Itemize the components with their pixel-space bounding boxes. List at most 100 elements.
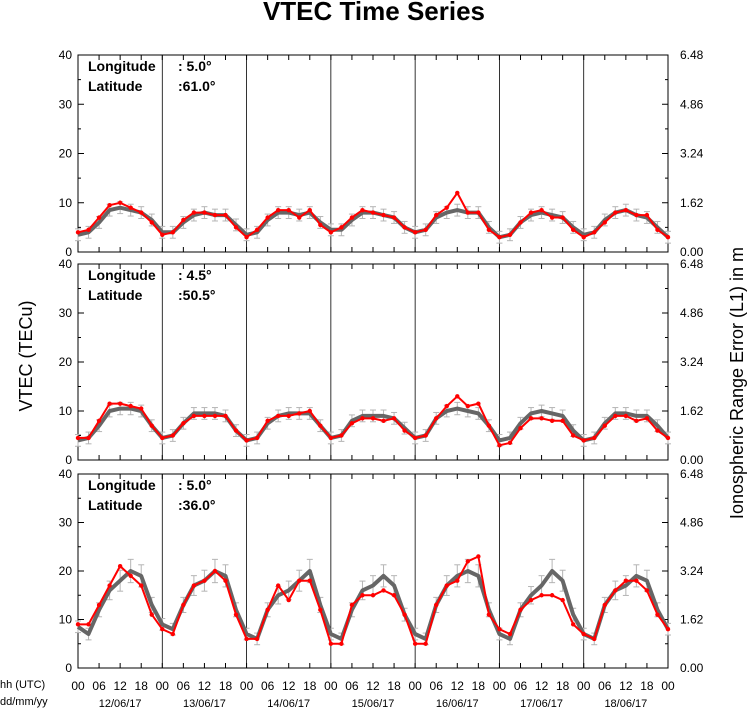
longitude-label: Longitude xyxy=(88,58,156,74)
observed-point xyxy=(434,212,439,218)
observed-line xyxy=(78,555,669,645)
observed-point xyxy=(402,225,407,230)
observed-point xyxy=(423,433,428,438)
y-axis-label-right: Ionospheric Range Error (L1) in m xyxy=(727,247,747,519)
observed-point xyxy=(370,593,376,598)
x-day-label: 12/06/17 xyxy=(99,698,142,710)
observed-point xyxy=(170,631,176,637)
observed-point xyxy=(570,433,576,438)
x-hour-tick-label: 18 xyxy=(303,679,317,693)
observed-point xyxy=(191,210,197,215)
observed-point xyxy=(139,583,144,588)
observed-point xyxy=(665,435,671,441)
observed-point xyxy=(160,627,165,632)
observed-point xyxy=(528,210,534,215)
observed-point xyxy=(570,622,576,627)
observed-point xyxy=(170,433,176,438)
observed-point xyxy=(96,418,102,423)
observed-point xyxy=(160,435,165,441)
y-right-tick-label: 3.24 xyxy=(680,564,704,578)
latitude-value: :61.0° xyxy=(178,78,216,94)
observed-point xyxy=(486,227,492,233)
longitude-label: Longitude xyxy=(88,477,156,493)
observed-point xyxy=(455,394,460,399)
observed-point xyxy=(665,235,671,240)
y-tick-label: 40 xyxy=(59,257,73,271)
y-right-tick-label: 3.24 xyxy=(680,147,704,161)
observed-point xyxy=(581,438,586,443)
x-day-label: 16/06/17 xyxy=(436,698,479,710)
y-tick-label: 0 xyxy=(65,661,72,675)
observed-point xyxy=(339,641,344,646)
observed-point xyxy=(286,207,291,213)
observed-point xyxy=(602,423,607,428)
x-hour-tick-label: 06 xyxy=(177,679,191,693)
observed-point xyxy=(455,578,460,583)
observed-point xyxy=(339,225,344,230)
observed-point xyxy=(107,401,112,406)
observed-point xyxy=(402,612,407,617)
y-tick-label: 10 xyxy=(59,613,73,627)
y-right-tick-label: 1.62 xyxy=(680,196,704,210)
observed-point xyxy=(170,230,176,235)
observed-point xyxy=(486,612,492,617)
y-right-tick-label: 0.00 xyxy=(680,245,704,259)
observed-point xyxy=(644,416,650,421)
x-axis-labels: 00 06 12 18 12/06/17 00 06 12 18 13/06/17 00 06 12 18… xyxy=(71,679,675,710)
y-tick-label: 40 xyxy=(59,48,73,62)
observed-point xyxy=(297,578,302,583)
observed-point xyxy=(412,641,418,646)
observed-point xyxy=(549,215,555,220)
y-right-tick-label: 1.62 xyxy=(680,404,704,418)
observed-point xyxy=(328,435,334,441)
observed-point xyxy=(223,212,228,218)
observed-point xyxy=(581,235,586,240)
observed-point xyxy=(160,232,165,237)
observed-point xyxy=(318,607,323,612)
observed-point xyxy=(223,413,228,419)
observed-point xyxy=(518,425,523,431)
x-hour-tick-label: 12 xyxy=(113,679,127,693)
observed-point xyxy=(328,641,334,646)
observed-point xyxy=(592,636,597,642)
y-right-tick-label: 1.62 xyxy=(680,613,704,627)
observed-point xyxy=(518,220,523,225)
observed-point xyxy=(644,212,650,218)
longitude-value: : 4.5° xyxy=(178,267,212,283)
observed-point xyxy=(86,227,91,233)
latitude-value: :50.5° xyxy=(178,287,216,303)
observed-point xyxy=(265,607,270,612)
y-tick-label: 30 xyxy=(59,97,73,111)
x-day-label: 13/06/17 xyxy=(183,698,226,710)
observed-point xyxy=(265,215,270,220)
observed-point xyxy=(349,602,355,608)
observed-point xyxy=(370,416,376,421)
y-right-tick-label: 6.48 xyxy=(680,257,704,271)
observed-point xyxy=(560,597,565,603)
observed-point xyxy=(349,421,355,426)
x-hour-tick-label: 00 xyxy=(240,679,254,693)
observed-point xyxy=(96,215,102,220)
observed-point xyxy=(381,212,386,218)
observed-point xyxy=(623,413,629,419)
longitude-value: : 5.0° xyxy=(178,477,212,493)
y-tick-label: 0 xyxy=(65,245,72,259)
observed-point xyxy=(434,416,439,421)
y-tick-label: 20 xyxy=(59,355,73,369)
observed-point xyxy=(128,403,133,409)
observed-point xyxy=(592,230,597,235)
observed-point xyxy=(233,612,239,617)
observed-point xyxy=(465,559,471,564)
observed-point xyxy=(275,413,281,419)
observed-point xyxy=(244,636,249,642)
observed-point xyxy=(117,200,123,205)
observed-point xyxy=(275,207,281,213)
y-tick-label: 10 xyxy=(59,196,73,210)
observed-point xyxy=(149,612,154,617)
observed-point xyxy=(339,433,344,438)
x-hour-tick-label: 06 xyxy=(598,679,612,693)
observed-point xyxy=(528,597,534,603)
x-day-label: 14/06/17 xyxy=(267,698,310,710)
y-right-tick-label: 4.86 xyxy=(680,516,704,530)
